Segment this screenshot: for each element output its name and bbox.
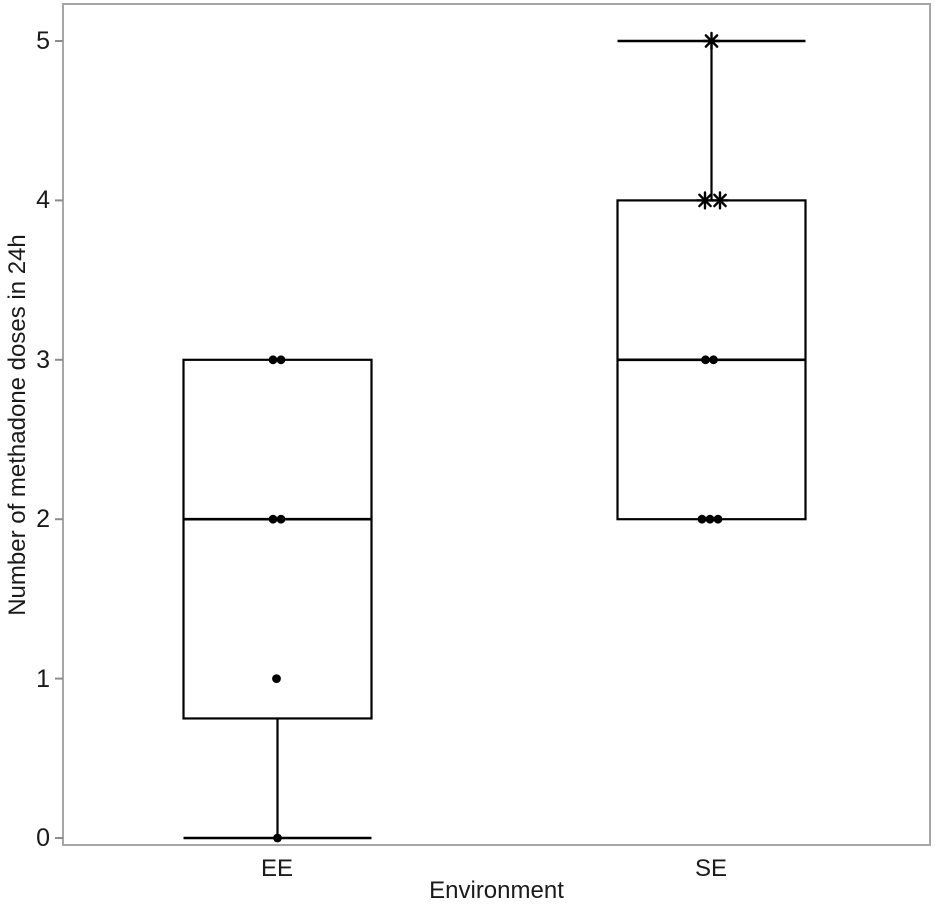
y-tick-label-0: 0 xyxy=(36,824,50,852)
x-axis-title: Environment xyxy=(429,877,564,904)
x-category-label-ee: EE xyxy=(260,855,294,882)
dot-marker xyxy=(268,355,278,365)
dot-marker xyxy=(276,514,286,524)
dot-marker xyxy=(701,355,710,365)
dot-marker xyxy=(273,833,282,843)
y-tick-label-3: 3 xyxy=(36,346,50,374)
y-tick-label-1: 1 xyxy=(36,665,50,693)
y-tick-label-4: 4 xyxy=(36,186,50,214)
x-category-label-se: SE xyxy=(694,855,728,882)
dot-marker xyxy=(709,355,718,365)
y-axis-title-wrap: Number of methadone doses in 24h xyxy=(0,4,36,845)
plot-frame xyxy=(62,3,931,846)
asterisk-marker xyxy=(710,191,730,210)
box-group-se xyxy=(616,31,807,524)
y-axis-title: Number of methadone doses in 24h xyxy=(4,233,32,616)
dot-marker xyxy=(268,514,278,524)
dot-marker xyxy=(272,674,281,683)
dot-marker xyxy=(697,514,707,524)
dot-marker xyxy=(713,514,723,524)
asterisk-marker xyxy=(702,31,721,51)
dot-marker xyxy=(276,355,286,365)
box-group-ee xyxy=(182,355,373,843)
y-tick-label-2: 2 xyxy=(36,505,50,533)
y-tick-label-5: 5 xyxy=(36,27,50,55)
dot-marker xyxy=(705,514,715,524)
asterisk-marker xyxy=(695,191,715,210)
